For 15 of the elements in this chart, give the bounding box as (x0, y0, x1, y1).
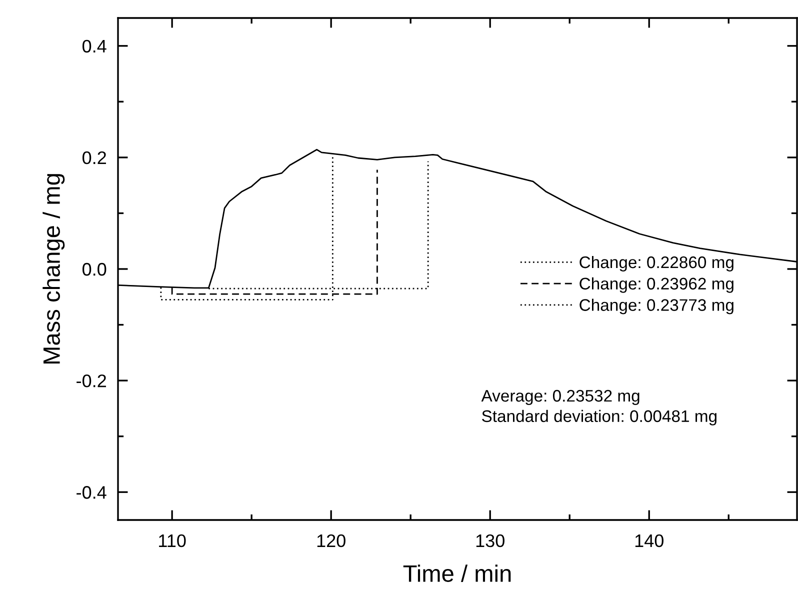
x-tick-label: 110 (159, 534, 186, 548)
annotation: Average: 0.23532 mg Standard deviation: 0.00481 mg (481, 390, 716, 426)
legend-label: Change: 0.23773 mg (580, 298, 734, 314)
y-tick-label: 0.0 (82, 262, 106, 276)
x-axis-title: Time / min (403, 564, 511, 582)
legend-label: Change: 0.23962 mg (580, 277, 734, 293)
y-axis-title: Mass change / mg (42, 174, 65, 364)
y-tick-label: 0.4 (82, 40, 106, 53)
legend-label: Change: 0.22860 mg (580, 256, 734, 272)
y-tick-label: 0.2 (82, 151, 106, 164)
y-tick-label: -0.2 (76, 374, 106, 388)
x-tick-label: 140 (635, 534, 664, 548)
x-tick-label: 130 (476, 534, 504, 548)
x-tick-label: 120 (317, 534, 346, 548)
y-tick-label: -0.4 (76, 486, 106, 499)
